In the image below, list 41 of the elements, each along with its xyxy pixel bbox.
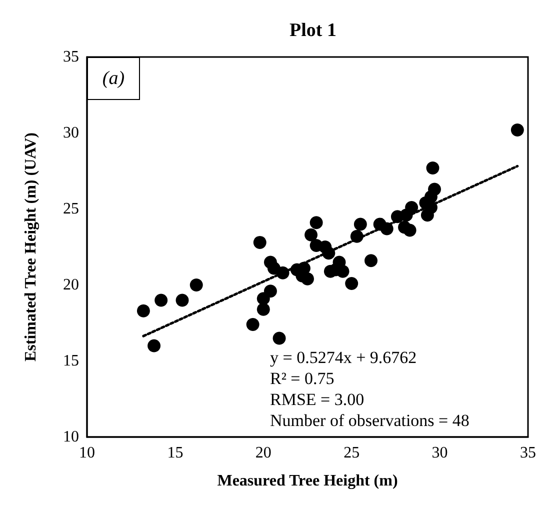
point bbox=[154, 294, 168, 307]
x-axis-title: Measured Tree Height (m) bbox=[217, 472, 398, 490]
x-tick-label: 20 bbox=[255, 444, 272, 462]
point bbox=[354, 218, 367, 231]
annotation: R² = 0.75 bbox=[270, 369, 334, 388]
y-tick-label: 20 bbox=[63, 276, 79, 294]
chart-title: Plot 1 bbox=[290, 20, 336, 41]
x-tick-label: 30 bbox=[432, 444, 448, 462]
point bbox=[256, 292, 270, 306]
point bbox=[264, 284, 277, 298]
point bbox=[136, 304, 150, 318]
x-tick-label: 10 bbox=[79, 444, 95, 462]
y-tick-label: 35 bbox=[63, 48, 79, 66]
y-tick-label: 30 bbox=[63, 124, 79, 142]
point bbox=[176, 294, 189, 307]
point bbox=[253, 236, 266, 249]
y-axis-title: Estimated Tree Height (m) (UAV) bbox=[22, 132, 40, 362]
point bbox=[403, 224, 416, 237]
point bbox=[426, 161, 440, 174]
y-tick-label: 15 bbox=[63, 352, 79, 370]
point bbox=[148, 339, 161, 352]
point bbox=[310, 216, 323, 230]
point bbox=[420, 208, 434, 222]
annotation: RMSE = 3.00 bbox=[270, 390, 364, 409]
point bbox=[304, 228, 318, 242]
y-tick-label: 25 bbox=[63, 200, 79, 218]
point bbox=[246, 318, 260, 332]
point bbox=[190, 278, 203, 292]
annotation: (a) bbox=[102, 68, 125, 89]
annotation: Number of observations = 48 bbox=[270, 411, 470, 430]
y-tick-label: 10 bbox=[63, 428, 79, 446]
point bbox=[256, 302, 270, 316]
x-tick-label: 35 bbox=[520, 444, 536, 462]
point bbox=[272, 332, 286, 345]
x-tick-label: 15 bbox=[167, 444, 184, 462]
point bbox=[510, 123, 524, 136]
annotation: y = 0.5274x + 9.6762 bbox=[270, 348, 417, 367]
x-tick-label: 25 bbox=[344, 444, 360, 462]
point bbox=[301, 272, 314, 286]
point bbox=[364, 254, 378, 268]
point bbox=[345, 276, 358, 290]
